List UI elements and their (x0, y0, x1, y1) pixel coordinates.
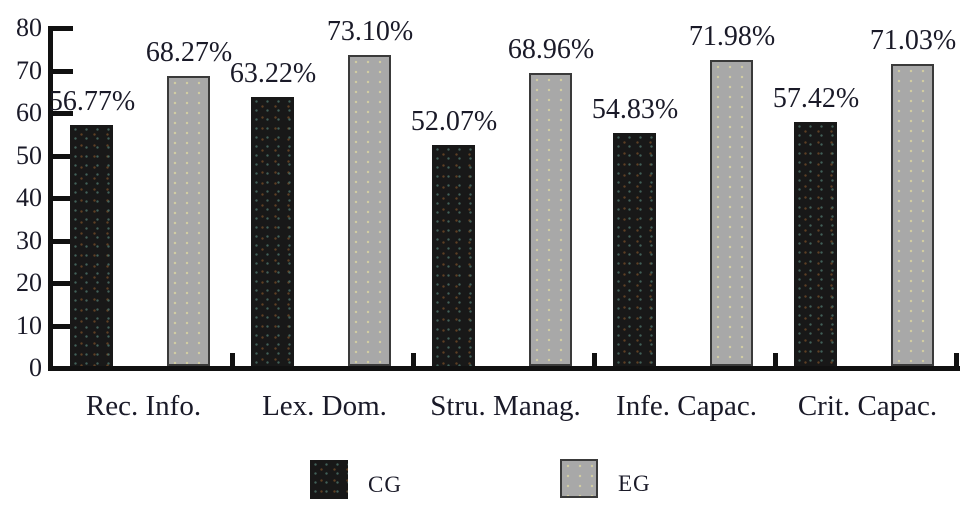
bar-eg-stru-manag (529, 73, 572, 366)
bar-cg-stru-manag (432, 145, 475, 366)
bar-value-label: 71.03% (869, 25, 957, 56)
y-tick (48, 366, 73, 371)
y-tick-label: 20 (16, 268, 42, 297)
x-axis-line (48, 366, 960, 371)
cg-legend-swatch (310, 460, 348, 499)
x-axis-group-tick (773, 353, 778, 366)
legend-item-cg: CG (310, 460, 402, 499)
x-axis-group-tick (954, 353, 959, 366)
y-tick-label: 0 (29, 353, 42, 382)
y-tick (48, 111, 73, 116)
bar-eg-crit-capac (891, 64, 934, 366)
x-axis-group-tick (411, 353, 416, 366)
y-tick-label: 70 (16, 55, 42, 85)
y-tick (48, 323, 73, 329)
x-axis-group-tick (592, 353, 597, 366)
category-label: Crit. Capac. (797, 390, 938, 422)
eg-legend-swatch (560, 459, 598, 498)
y-tick-label: 40 (16, 183, 42, 212)
y-tick-label: 50 (16, 140, 42, 170)
bar-value-label: 52.07% (410, 106, 498, 137)
bar-value-label: 73.10% (326, 16, 414, 47)
bar-eg-lex-dom (348, 55, 391, 366)
bar-value-label: 63.22% (229, 58, 317, 89)
y-tick-label: 80 (16, 13, 42, 42)
y-tick (48, 68, 73, 74)
bar-cg-rec-info (70, 125, 113, 366)
bar-value-label: 68.96% (507, 34, 595, 65)
legend: CG EG (0, 452, 963, 502)
category-label: Rec. Info. (85, 390, 202, 422)
y-tick-label: 10 (16, 310, 42, 340)
legend-label-eg: EG (618, 471, 651, 496)
bar-value-label: 71.98% (688, 21, 776, 52)
y-tick (48, 238, 73, 244)
y-tick-label: 30 (16, 225, 42, 255)
legend-label-cg: CG (368, 472, 402, 497)
y-tick (48, 196, 73, 201)
category-label: Infe. Capac. (616, 390, 757, 422)
legend-item-eg: EG (560, 459, 651, 498)
x-axis-group-tick (230, 353, 235, 366)
bar-value-label: 54.83% (591, 94, 679, 125)
bar-cg-infe-capac (613, 133, 656, 366)
y-tick (48, 26, 73, 31)
y-tick-label: 60 (16, 98, 42, 127)
bar-eg-infe-capac (710, 60, 753, 366)
bar-eg-rec-info (167, 76, 210, 366)
bar-cg-lex-dom (251, 97, 294, 366)
category-label: Stru. Manag. (430, 390, 581, 422)
y-tick (48, 281, 73, 286)
bar-value-label: 68.27% (145, 37, 233, 68)
bar-value-label: 56.77% (48, 86, 136, 117)
plot-area: 56.77% 68.27% 63.22% 73.10% 52.07% 68.96% 54.8… (49, 17, 959, 366)
y-tick (48, 153, 73, 159)
bar-value-label: 57.42% (772, 83, 860, 114)
category-label: Lex. Dom. (262, 390, 387, 422)
bar-cg-crit-capac (794, 122, 837, 366)
